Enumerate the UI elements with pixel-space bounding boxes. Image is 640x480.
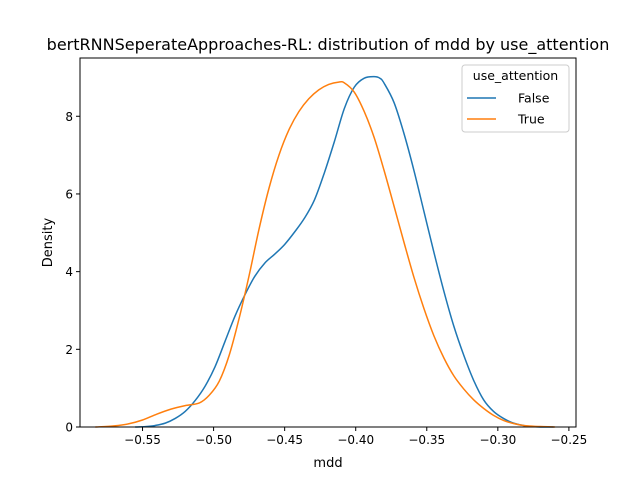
axes-frame — [79, 57, 577, 428]
y-axis-label: Density — [41, 217, 56, 267]
y-tick-label: 8 — [65, 110, 73, 124]
series-layer — [94, 75, 556, 428]
legend-box — [461, 64, 570, 133]
x-tick-label: −0.55 — [124, 433, 161, 447]
legend: use_attention False True — [461, 64, 570, 133]
y-tick-label: 4 — [65, 265, 73, 279]
series-line-true — [94, 80, 556, 428]
plot-area — [79, 57, 577, 428]
x-tick-label: −0.35 — [408, 433, 445, 447]
legend-title: use_attention — [473, 68, 558, 83]
legend-label-true: True — [517, 112, 545, 127]
series-line-false — [134, 75, 555, 428]
y-axis: 0 2 4 6 8 — [65, 110, 80, 435]
x-tick-label: −0.25 — [551, 433, 588, 447]
legend-entries: False True — [467, 91, 550, 127]
chart-title: bertRNNSeperateApproaches-RL: distributi… — [47, 35, 610, 55]
y-tick-label: 2 — [65, 343, 73, 357]
y-tick-label: 6 — [65, 187, 73, 201]
x-tick-label: −0.45 — [266, 433, 303, 447]
y-tick-label: 0 — [65, 421, 73, 435]
x-tick-label: −0.40 — [337, 433, 374, 447]
x-axis-label: mdd — [313, 456, 342, 471]
legend-label-false: False — [518, 91, 550, 106]
x-tick-label: −0.30 — [479, 433, 516, 447]
x-tick-label: −0.50 — [195, 433, 232, 447]
x-axis: −0.55 −0.50 −0.45 −0.40 −0.35 −0.30 −0.25 — [124, 427, 587, 447]
